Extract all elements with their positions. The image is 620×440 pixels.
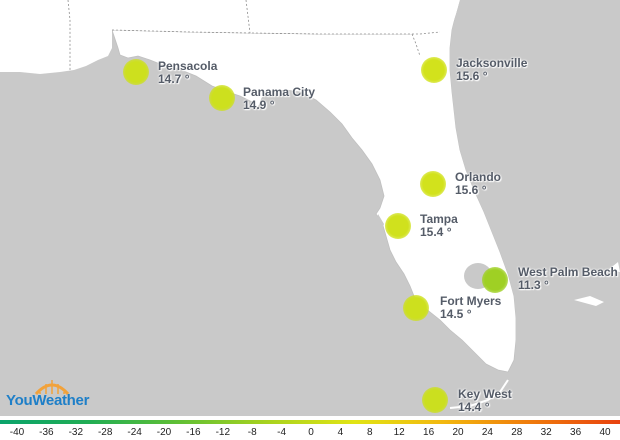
city-temp: 14.4 ° [458,400,490,414]
scale-tick-label: 12 [393,427,405,438]
scale-tick-label: -16 [186,427,201,438]
city-dot-tampa[interactable] [385,213,411,239]
city-dot-key-west[interactable] [422,387,448,413]
city-temp: 11.3 ° [518,278,549,292]
scale-tick-label: 20 [452,427,464,438]
florida-keys [449,379,509,409]
city-name: Orlando [455,170,502,184]
scale-tick-label: 24 [481,427,493,438]
city-label-panama-city: Panama City 14.9 ° [243,86,315,112]
scale-tick-label: 40 [599,427,611,438]
scale-tick-label: -12 [215,427,231,438]
city-dot-jacksonville[interactable] [421,57,447,83]
city-dot-fort-myers[interactable] [403,295,429,321]
city-name: Panama City [243,85,316,99]
florida-map [0,0,620,416]
city-dot-orlando[interactable] [420,171,446,197]
scale-tick-label: -20 [156,427,172,438]
city-label-pensacola: Pensacola 14.7 ° [158,60,217,86]
city-temp: 14.7 ° [158,72,190,86]
scale-tick-label: 8 [367,427,373,438]
scale-tick-label: 16 [423,427,435,438]
city-label-jacksonville: Jacksonville 15.6 ° [456,57,527,83]
scale-tick-label: -28 [97,427,113,438]
scale-tick-label: -8 [247,427,257,438]
scale-tick-label: 0 [308,427,314,438]
city-temp: 15.6 ° [455,183,487,197]
atlantic-ocean [450,0,620,416]
city-dot-pensacola[interactable] [123,59,149,85]
city-temp: 14.5 ° [440,307,472,321]
city-name: West Palm Beach [518,265,618,279]
city-temp: 15.6 ° [456,69,488,83]
youweather-logo[interactable] [6,372,96,412]
city-name: Jacksonville [456,56,528,70]
city-name: Key West [458,387,512,401]
city-label-fort-myers: Fort Myers 14.5 ° [440,295,501,321]
city-temp: 15.4 ° [420,225,452,239]
city-name: Tampa [420,212,458,226]
scale-tick-label: -40 [9,427,25,438]
scale-tick-label: 32 [540,427,552,438]
state-border-ga-sc [245,0,251,34]
city-dot-west-palm-beach[interactable] [482,267,508,293]
temperature-scale-labels: -40 -36 -32 -28 -24 -20 -16 -12 -8 -4 0 4 8 12 16 20 24 2… [0,427,620,440]
city-label-orlando: Orlando 15.6 ° [455,171,501,197]
city-label-tampa: Tampa 15.4 ° [420,213,458,239]
scale-tick-label: -24 [127,427,142,438]
scale-tick-label: -4 [277,427,287,438]
temperature-scale-bar [0,420,620,424]
state-border-al-ga [67,0,71,72]
city-name: Pensacola [158,59,218,73]
tampa-bay [376,214,384,236]
scale-tick-label: 36 [570,427,582,438]
city-dot-panama-city[interactable] [209,85,235,111]
mainland-north [0,0,460,74]
scale-tick-label: -36 [39,427,54,438]
bahamas-islands [574,262,620,306]
state-border-fl-north [111,29,441,35]
logo-text: YouWeather [6,392,90,409]
scale-tick-label: 28 [511,427,523,438]
scale-tick-label: -32 [68,427,84,438]
city-label-west-palm-beach: West Palm Beach 11.3 ° [518,266,618,292]
city-label-key-west: Key West 14.4 ° [458,388,512,414]
city-name: Fort Myers [440,294,502,308]
scale-tick-label: 4 [337,427,344,438]
city-temp: 14.9 ° [243,98,275,112]
